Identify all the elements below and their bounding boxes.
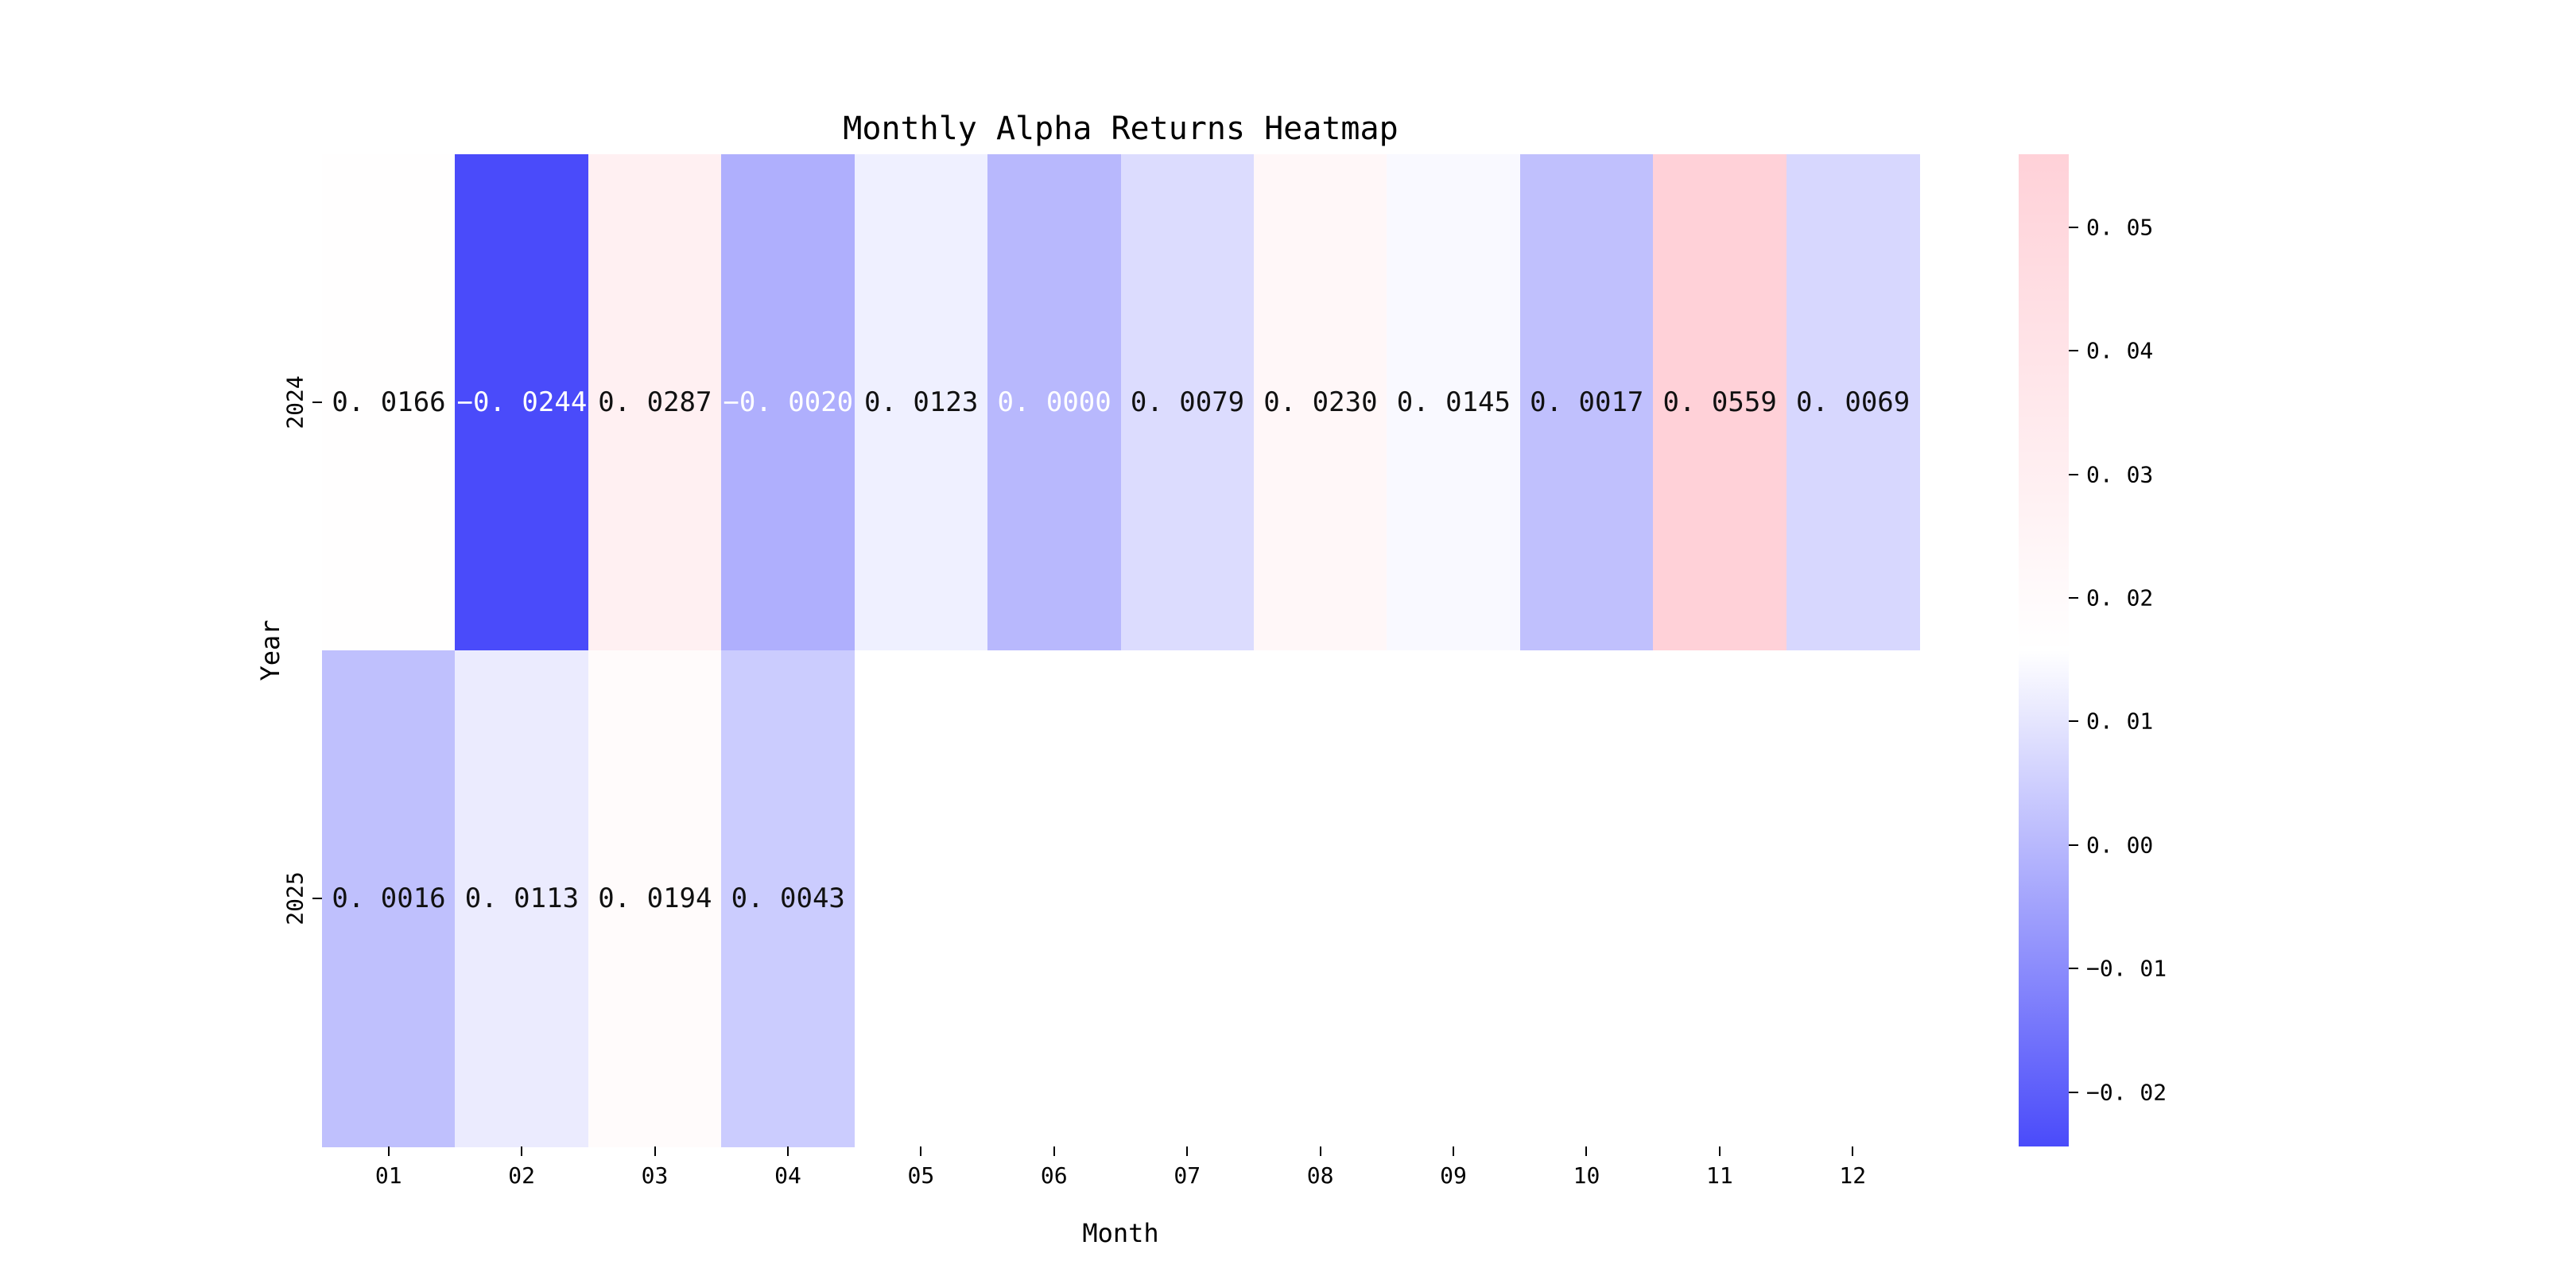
colorbar-tick-label: 0. 04 bbox=[2086, 337, 2154, 364]
x-tick-mark bbox=[1718, 1146, 1721, 1156]
cell-value: 0. 0079 bbox=[1130, 386, 1245, 419]
x-tick-mark bbox=[1319, 1146, 1321, 1156]
y-tick-label-2024: 2024 bbox=[281, 375, 308, 429]
heatmap-cell-2024-09: 0. 0145 bbox=[1387, 154, 1521, 651]
heatmap-cell-2024-03: 0. 0287 bbox=[588, 154, 722, 651]
cell-value: −0. 0244 bbox=[456, 386, 588, 419]
cell-value: 0. 0016 bbox=[332, 883, 446, 915]
heatmap-cell-2025-06 bbox=[987, 650, 1122, 1147]
colorbar-tick-mark bbox=[2069, 350, 2078, 352]
x-tick-mark bbox=[1852, 1146, 1854, 1156]
heatmap-cell-2025-05 bbox=[854, 650, 988, 1147]
cell-value: 0. 0145 bbox=[1396, 386, 1511, 419]
heatmap-cell-2025-12 bbox=[1786, 650, 1920, 1147]
cell-value: −0. 0020 bbox=[723, 386, 854, 419]
cell-value: 0. 0123 bbox=[864, 386, 979, 419]
heatmap-cell-2025-04: 0. 0043 bbox=[721, 650, 855, 1147]
heatmap-cell-2025-02: 0. 0113 bbox=[455, 650, 589, 1147]
colorbar bbox=[2019, 154, 2069, 1146]
cell-value: 0. 0017 bbox=[1530, 386, 1644, 419]
x-tick-label-01: 01 bbox=[374, 1162, 402, 1189]
heatmap-cell-2025-01: 0. 0016 bbox=[322, 650, 456, 1147]
x-tick-mark bbox=[1585, 1146, 1588, 1156]
y-tick-mark bbox=[312, 402, 322, 403]
colorbar-tick-mark bbox=[2069, 473, 2078, 475]
heatmap-cell-2024-08: 0. 0230 bbox=[1253, 154, 1387, 651]
x-tick-mark bbox=[387, 1146, 390, 1156]
x-tick-mark bbox=[920, 1146, 922, 1156]
x-tick-mark bbox=[1453, 1146, 1455, 1156]
x-tick-label-11: 11 bbox=[1706, 1162, 1733, 1189]
heatmap-cell-2024-11: 0. 0559 bbox=[1653, 154, 1787, 651]
heatmap-cell-2025-10 bbox=[1519, 650, 1654, 1147]
cell-value: 0. 0166 bbox=[332, 386, 446, 419]
x-tick-mark bbox=[1053, 1146, 1055, 1156]
cell-value: 0. 0000 bbox=[997, 386, 1111, 419]
x-axis-label: Month bbox=[1082, 1218, 1159, 1248]
heatmap-cell-2025-07 bbox=[1120, 650, 1255, 1147]
colorbar-tick-label: −0. 01 bbox=[2086, 955, 2167, 982]
colorbar-tick-label: −0. 02 bbox=[2086, 1079, 2167, 1106]
colorbar-tick-mark bbox=[2069, 226, 2078, 228]
y-axis-label-text: Year bbox=[255, 619, 285, 681]
x-tick-label-09: 09 bbox=[1440, 1162, 1467, 1189]
cell-value: 0. 0559 bbox=[1662, 386, 1777, 419]
heatmap-cell-2025-11 bbox=[1653, 650, 1787, 1147]
heatmap-cell-2024-05: 0. 0123 bbox=[854, 154, 988, 651]
cell-value: 0. 0069 bbox=[1795, 386, 1911, 419]
x-tick-label-02: 02 bbox=[508, 1162, 535, 1189]
colorbar-tick-mark bbox=[2069, 968, 2078, 970]
x-tick-mark bbox=[1186, 1146, 1189, 1156]
cell-value: 0. 0287 bbox=[598, 386, 712, 419]
heatmap-cell-2024-06: 0. 0000 bbox=[987, 154, 1122, 651]
x-tick-mark bbox=[654, 1146, 656, 1156]
colorbar-tick-label: 0. 01 bbox=[2086, 708, 2154, 735]
x-tick-label-07: 07 bbox=[1174, 1162, 1201, 1189]
cell-value: 0. 0230 bbox=[1263, 386, 1378, 419]
heatmap-cell-2024-07: 0. 0079 bbox=[1120, 154, 1255, 651]
heatmap-cell-2025-09 bbox=[1387, 650, 1521, 1147]
colorbar-tick-label: 0. 02 bbox=[2086, 584, 2154, 611]
chart-title: Monthly Alpha Returns Heatmap bbox=[843, 111, 1399, 147]
cell-value: 0. 0194 bbox=[598, 883, 712, 915]
heatmap-cell-2024-04: −0. 0020 bbox=[721, 154, 855, 651]
colorbar-tick-mark bbox=[2069, 720, 2078, 723]
colorbar-tick-label: 0. 05 bbox=[2086, 214, 2154, 241]
y-tick-mark bbox=[312, 898, 322, 899]
heatmap-cell-2024-02: −0. 0244 bbox=[455, 154, 589, 651]
x-tick-label-03: 03 bbox=[641, 1162, 669, 1189]
heatmap-cell-2025-08 bbox=[1253, 650, 1387, 1147]
heatmap-cell-2025-03: 0. 0194 bbox=[588, 650, 722, 1147]
colorbar-tick-label: 0. 00 bbox=[2086, 832, 2154, 859]
heatmap-cell-2024-01: 0. 0166 bbox=[322, 154, 456, 651]
x-tick-mark bbox=[521, 1146, 523, 1156]
cell-value: 0. 0113 bbox=[464, 883, 580, 915]
heatmap-cell-2024-12: 0. 0069 bbox=[1786, 154, 1920, 651]
x-tick-label-05: 05 bbox=[907, 1162, 935, 1189]
colorbar-tick-mark bbox=[2069, 844, 2078, 846]
colorbar-tick-label: 0. 03 bbox=[2086, 461, 2154, 488]
y-tick-label-2025: 2025 bbox=[281, 871, 308, 925]
cell-value: 0. 0043 bbox=[731, 883, 845, 915]
x-tick-label-10: 10 bbox=[1573, 1162, 1600, 1189]
x-tick-label-04: 04 bbox=[774, 1162, 801, 1189]
colorbar-tick-mark bbox=[2069, 1091, 2078, 1093]
x-tick-label-08: 08 bbox=[1306, 1162, 1334, 1189]
x-tick-mark bbox=[786, 1146, 789, 1156]
colorbar-tick-mark bbox=[2069, 596, 2078, 599]
x-tick-label-12: 12 bbox=[1839, 1162, 1867, 1189]
x-tick-label-06: 06 bbox=[1040, 1162, 1068, 1189]
heatmap-cell-2024-10: 0. 0017 bbox=[1519, 154, 1654, 651]
